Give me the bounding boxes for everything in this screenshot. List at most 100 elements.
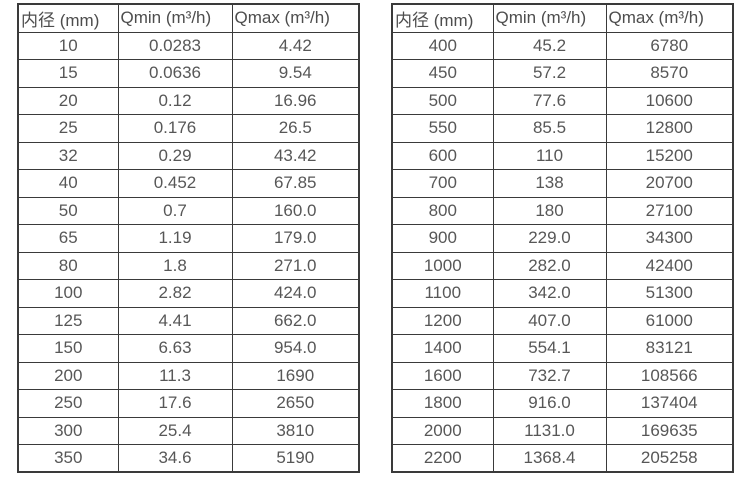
table-cell: 1800 xyxy=(391,389,494,418)
table-cell: 271.0 xyxy=(231,251,360,280)
table-row: 300 25.4 3810 xyxy=(17,416,360,445)
table-cell: 554.1 xyxy=(492,334,607,363)
table-cell: 9.54 xyxy=(231,59,360,88)
table-cell: 32 xyxy=(17,141,119,170)
table-row: 1400 554.1 83121 xyxy=(391,334,734,363)
table-cell: 1.8 xyxy=(117,251,233,280)
table-cell: 10 xyxy=(17,31,119,60)
table-body: 400 45.2 6780 450 57.2 8570 500 77.6 10600 550 85.… xyxy=(391,31,734,473)
table-cell: 0.12 xyxy=(117,86,233,115)
table-cell: 20 xyxy=(17,86,119,115)
table-row: 500 77.6 10600 xyxy=(391,86,734,115)
table-cell: 600 xyxy=(391,141,494,170)
table-row: 10 0.0283 4.42 xyxy=(17,31,360,60)
table-cell: 0.29 xyxy=(117,141,233,170)
table-cell: 11.3 xyxy=(117,361,233,390)
table-cell: 65 xyxy=(17,224,119,253)
table-cell: 407.0 xyxy=(492,306,607,335)
table-cell: 34300 xyxy=(605,224,734,253)
table-cell: 400 xyxy=(391,31,494,60)
table-cell: 2000 xyxy=(391,416,494,445)
table-row: 2000 1131.0 169635 xyxy=(391,416,734,445)
table-cell: 20700 xyxy=(605,169,734,198)
table-cell: 282.0 xyxy=(492,251,607,280)
table-cell: 0.0636 xyxy=(117,59,233,88)
table-cell: 0.176 xyxy=(117,114,233,143)
table-cell: 169635 xyxy=(605,416,734,445)
column-header: Qmax (m³/h) xyxy=(231,3,360,33)
table-cell: 2.82 xyxy=(117,279,233,308)
column-header: Qmin (m³/h) xyxy=(492,3,607,33)
table-cell: 450 xyxy=(391,59,494,88)
table-cell: 179.0 xyxy=(231,224,360,253)
table-row: 50 0.7 160.0 xyxy=(17,196,360,225)
table-row: 100 2.82 424.0 xyxy=(17,279,360,308)
table-cell: 3810 xyxy=(231,416,360,445)
table-cell: 500 xyxy=(391,86,494,115)
table-cell: 900 xyxy=(391,224,494,253)
table-cell: 350 xyxy=(17,444,119,473)
table-cell: 205258 xyxy=(605,444,734,473)
table-cell: 1600 xyxy=(391,361,494,390)
table-row: 32 0.29 43.42 xyxy=(17,141,360,170)
table-cell: 5190 xyxy=(231,444,360,473)
table-row: 1000 282.0 42400 xyxy=(391,251,734,280)
table-row: 250 17.6 2650 xyxy=(17,389,360,418)
table-cell: 61000 xyxy=(605,306,734,335)
table-cell: 137404 xyxy=(605,389,734,418)
table-cell: 45.2 xyxy=(492,31,607,60)
table-cell: 1100 xyxy=(391,279,494,308)
table-cell: 83121 xyxy=(605,334,734,363)
table-cell: 160.0 xyxy=(231,196,360,225)
table-cell: 8570 xyxy=(605,59,734,88)
table-cell: 27100 xyxy=(605,196,734,225)
table-cell: 180 xyxy=(492,196,607,225)
table-cell: 1200 xyxy=(391,306,494,335)
table-cell: 0.0283 xyxy=(117,31,233,60)
table-cell: 4.41 xyxy=(117,306,233,335)
table-cell: 57.2 xyxy=(492,59,607,88)
table-cell: 51300 xyxy=(605,279,734,308)
table-cell: 300 xyxy=(17,416,119,445)
table-cell: 17.6 xyxy=(117,389,233,418)
table-row: 1100 342.0 51300 xyxy=(391,279,734,308)
table-row: 900 229.0 34300 xyxy=(391,224,734,253)
table-cell: 43.42 xyxy=(231,141,360,170)
table-row: 125 4.41 662.0 xyxy=(17,306,360,335)
table-cell: 4.42 xyxy=(231,31,360,60)
column-header: 内径 (mm) xyxy=(17,3,119,33)
table-row: 350 34.6 5190 xyxy=(17,444,360,473)
table-row: 200 11.3 1690 xyxy=(17,361,360,390)
column-header: Qmin (m³/h) xyxy=(117,3,233,33)
table-cell: 25.4 xyxy=(117,416,233,445)
header-row: 内径 (mm) Qmin (m³/h) Qmax (m³/h) xyxy=(391,3,734,33)
table-cell: 1.19 xyxy=(117,224,233,253)
table-row: 20 0.12 16.96 xyxy=(17,86,360,115)
table-cell: 85.5 xyxy=(492,114,607,143)
table-cell: 25 xyxy=(17,114,119,143)
table-cell: 1690 xyxy=(231,361,360,390)
table-cell: 2200 xyxy=(391,444,494,473)
header-row: 内径 (mm) Qmin (m³/h) Qmax (m³/h) xyxy=(17,3,360,33)
table-cell: 229.0 xyxy=(492,224,607,253)
table-cell: 100 xyxy=(17,279,119,308)
table-cell: 700 xyxy=(391,169,494,198)
table-cell: 26.5 xyxy=(231,114,360,143)
table-cell: 550 xyxy=(391,114,494,143)
table-cell: 50 xyxy=(17,196,119,225)
table-cell: 16.96 xyxy=(231,86,360,115)
table-row: 450 57.2 8570 xyxy=(391,59,734,88)
table-cell: 80 xyxy=(17,251,119,280)
column-header: 内径 (mm) xyxy=(391,3,494,33)
table-cell: 732.7 xyxy=(492,361,607,390)
table-row: 25 0.176 26.5 xyxy=(17,114,360,143)
table-cell: 0.452 xyxy=(117,169,233,198)
table-row: 800 180 27100 xyxy=(391,196,734,225)
table-cell: 125 xyxy=(17,306,119,335)
table-cell: 800 xyxy=(391,196,494,225)
table-cell: 15200 xyxy=(605,141,734,170)
table-cell: 10600 xyxy=(605,86,734,115)
flow-table-large-diameters: 内径 (mm) Qmin (m³/h) Qmax (m³/h) 400 45.2 678… xyxy=(391,3,734,473)
table-body: 10 0.0283 4.42 15 0.0636 9.54 20 0.12 16.96 25 0.1… xyxy=(17,31,360,473)
